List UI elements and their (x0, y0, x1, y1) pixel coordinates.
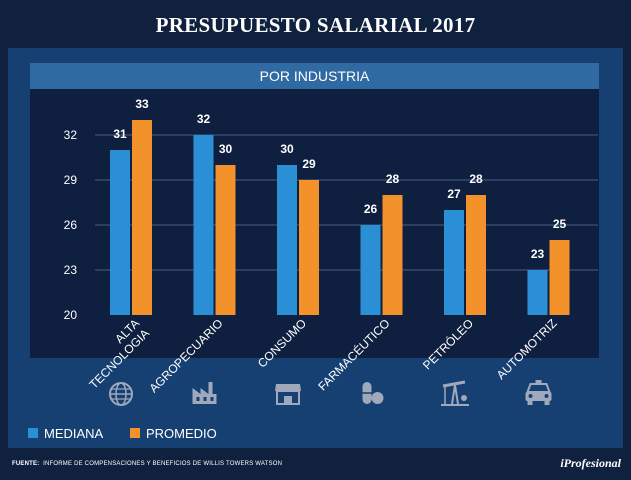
oil-pump-icon (441, 380, 469, 406)
category-label: AUTOMOTRIZ (494, 316, 560, 382)
category-label: CONSUMO (255, 316, 309, 370)
chart-title: PRESUPUESTO SALARIAL 2017 (155, 13, 476, 37)
brand-logo: iProfesional (560, 456, 621, 470)
y-tick-label: 23 (64, 263, 78, 277)
category-label-line: FARMACÉUTICO (315, 316, 393, 394)
data-label: 30 (219, 142, 233, 156)
store-icon (275, 384, 301, 405)
source-text: INFORME DE COMPENSACIONES Y BENEFICIOS D… (43, 461, 283, 467)
bar-promedio (299, 180, 319, 315)
data-label: 27 (447, 187, 461, 201)
factory-icon (192, 382, 217, 404)
category-label: AGROPECUARIO (146, 316, 225, 395)
source-note: FUENTE: INFORME DE COMPENSACIONES Y BENE… (12, 461, 282, 467)
bar-mediana (527, 270, 548, 315)
legend-swatch-promedio (130, 428, 140, 438)
source-label: FUENTE: (12, 461, 40, 467)
y-tick-label: 20 (64, 308, 78, 322)
pills-icon (362, 382, 384, 404)
data-label: 32 (197, 112, 211, 126)
category-label-line: PETRÓLEO (419, 316, 476, 373)
globe-icon (109, 382, 133, 406)
legend-swatch-mediana (28, 428, 38, 438)
category-label: PETRÓLEO (419, 316, 476, 373)
category-label-line: AGROPECUARIO (146, 316, 225, 395)
bar-promedio (215, 165, 236, 315)
category-label: ALTATECNOLOGIA (77, 316, 152, 391)
category-label-line: AUTOMOTRIZ (494, 316, 560, 382)
category-label-line: CONSUMO (255, 316, 309, 370)
bar-mediana (110, 150, 130, 315)
data-label: 23 (531, 247, 545, 261)
category-label: FARMACÉUTICO (315, 316, 393, 394)
data-label: 31 (113, 127, 127, 141)
bar-promedio (466, 195, 486, 315)
data-label: 28 (386, 172, 400, 186)
bar-mediana (193, 135, 214, 315)
data-label: 28 (469, 172, 483, 186)
bar-promedio (132, 120, 152, 315)
y-tick-label: 29 (64, 173, 78, 187)
bar-promedio (382, 195, 403, 315)
y-tick-label: 32 (64, 128, 78, 142)
chart-subtitle: POR INDUSTRIA (30, 63, 599, 89)
data-label: 33 (135, 97, 149, 111)
legend-label: PROMEDIO (146, 426, 217, 441)
y-tick-label: 26 (64, 218, 78, 232)
bar-promedio (549, 240, 570, 315)
taxi-icon (525, 380, 552, 405)
data-label: 25 (553, 217, 567, 231)
legend-label: MEDIANA (44, 426, 104, 441)
data-label: 30 (280, 142, 294, 156)
bar-mediana (360, 225, 381, 315)
data-label: 26 (364, 202, 378, 216)
data-label: 29 (302, 157, 316, 171)
bar-mediana (277, 165, 297, 315)
bar-mediana (444, 210, 464, 315)
